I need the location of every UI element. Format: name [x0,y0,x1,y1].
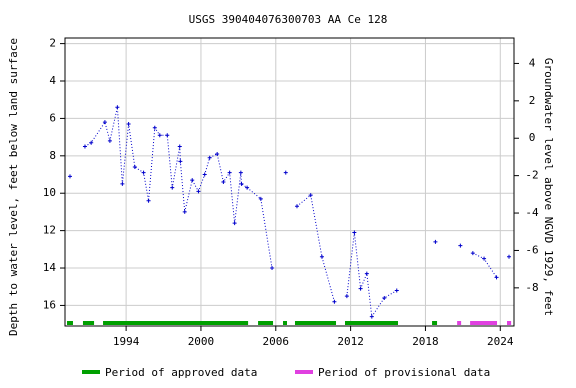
data-point [202,172,207,177]
y-tick-label: 14 [43,261,57,274]
data-point [152,125,157,130]
data-point [458,243,463,248]
data-point [115,105,120,110]
period-bar [283,321,288,325]
y2-tick-label: 2 [529,94,536,107]
data-point [67,174,72,179]
data-point [182,209,187,214]
data-point [177,144,182,149]
data-point [227,170,232,175]
period-bar [470,321,498,325]
x-tick-label: 2018 [412,335,439,348]
data-point [382,295,387,300]
data-point [245,185,250,190]
y2-tick-label: -2 [525,169,538,182]
data-point [358,286,363,291]
plot-frame [64,37,515,327]
data-point [165,133,170,138]
y-tick-label: 2 [49,37,56,50]
y-tick-label: 10 [43,186,56,199]
data-point [283,170,288,175]
data-point [82,144,87,149]
period-bar [258,321,274,325]
data-point [433,239,438,244]
data-point [196,189,201,194]
legend-label: Period of approved data [105,366,257,379]
data-point [270,266,275,271]
data-point [507,254,512,259]
data-point [470,251,475,256]
period-bar [345,321,399,325]
data-point [294,204,299,209]
data-point [344,294,349,299]
data-point [308,193,313,198]
period-bar [457,321,462,325]
period-bar [103,321,249,325]
y-tick-label: 8 [49,149,56,162]
y2-tick-label: 0 [529,131,536,144]
data-point [332,299,337,304]
data-point [221,180,226,184]
legend-swatch [82,370,100,374]
x-tick-label: 2006 [263,335,290,348]
data-point [190,178,195,183]
data-point [126,122,131,127]
x-tick-label: 2024 [487,335,514,348]
data-point [215,151,220,156]
period-bar [507,321,512,325]
y2-tick-label: -8 [525,281,538,294]
y-tick-label: 4 [49,74,56,87]
data-point [364,271,369,276]
data-point [120,181,125,186]
data-point [239,181,244,186]
data-point [141,170,146,175]
data-point [482,256,487,261]
data-point [146,198,151,203]
y2-tick-label: 4 [529,56,536,69]
data-point [89,140,94,145]
data-point [178,159,183,164]
data-point [107,138,112,143]
period-bar [294,321,337,325]
data-point [238,170,243,175]
data-point [319,254,324,259]
data-point [157,133,162,138]
chart-title: USGS 390404076300703 AA Ce 128 [189,13,388,26]
data-point [207,155,212,160]
data-point [369,314,374,319]
x-tick-label: 2000 [188,335,215,348]
y-tick-label: 12 [43,224,56,237]
data-point [258,196,263,201]
y2-tick-label: -6 [525,243,538,256]
data-point [352,230,357,235]
legend-swatch [295,370,313,374]
legend-label: Period of provisional data [318,366,490,379]
data-point [102,120,107,125]
data-point [132,165,137,170]
y2-tick-label: -4 [525,206,539,219]
y-tick-label: 16 [43,298,56,311]
period-bar [432,321,438,325]
data-point [394,288,399,293]
y2-axis-label: Groundwater level above NGVD 1929, feet [542,58,555,316]
x-tick-label: 1994 [113,335,140,348]
data-point [232,221,237,226]
y-axis-label: Depth to water level, feet below land su… [7,38,20,336]
x-tick-label: 2012 [337,335,364,348]
data-point [170,185,175,190]
data-point [494,275,499,280]
y-tick-label: 6 [49,111,56,124]
period-bar [66,321,73,325]
period-bar [82,321,95,325]
